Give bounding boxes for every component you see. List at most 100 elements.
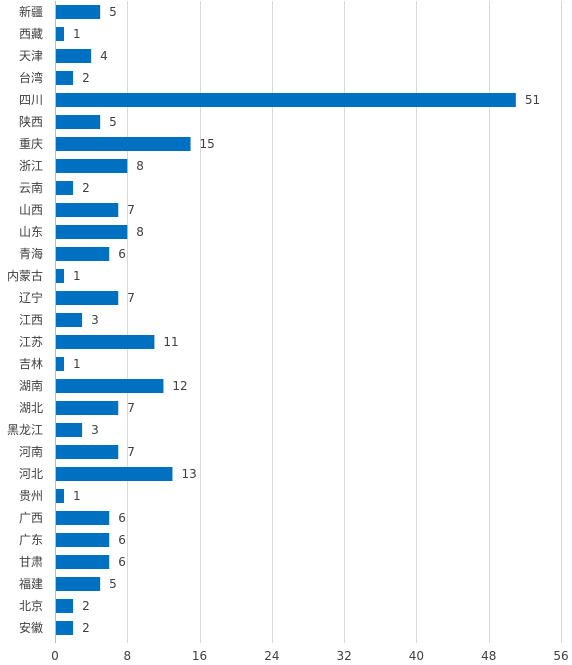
bar-6	[55, 115, 101, 129]
bar-28	[55, 599, 74, 613]
bar-10	[55, 203, 119, 217]
bar-11	[55, 225, 128, 239]
category-label-2: 西藏	[19, 27, 43, 41]
category-label-7: 重庆	[19, 137, 43, 151]
value-label-27: 5	[109, 577, 117, 591]
bar-17	[55, 357, 65, 371]
bar-8	[55, 159, 128, 173]
bar-15	[55, 313, 83, 327]
category-label-21: 河南	[19, 444, 43, 459]
category-label-14: 辽宁	[19, 290, 43, 305]
value-label-9: 2	[82, 181, 90, 195]
value-label-6: 5	[109, 115, 117, 129]
category-label-12: 青海	[19, 246, 43, 261]
value-label-21: 7	[127, 445, 135, 459]
category-label-16: 江苏	[19, 335, 43, 349]
value-label-19: 7	[127, 401, 135, 415]
value-label-16: 11	[163, 335, 178, 349]
category-label-28: 北京	[19, 599, 43, 613]
value-label-22: 13	[181, 467, 196, 481]
category-label-27: 福建	[19, 576, 43, 591]
bar-20	[55, 423, 83, 437]
value-label-26: 6	[118, 555, 126, 569]
value-label-2: 1	[73, 27, 81, 41]
value-label-12: 6	[118, 247, 126, 261]
bar-5	[55, 93, 516, 107]
category-label-22: 河北	[19, 467, 43, 481]
x-tick-label-40: 40	[409, 649, 424, 663]
category-label-1: 新疆	[19, 4, 43, 19]
bar-4	[55, 71, 74, 85]
bar-24	[55, 511, 110, 525]
value-label-28: 2	[82, 599, 90, 613]
category-label-3: 天津	[19, 49, 43, 63]
category-label-10: 山西	[19, 203, 43, 217]
value-label-14: 7	[127, 291, 135, 305]
bar-27	[55, 577, 101, 591]
category-label-29: 安徽	[19, 620, 43, 635]
x-tick-label-16: 16	[192, 649, 207, 663]
value-label-4: 2	[82, 71, 90, 85]
category-label-11: 山东	[19, 225, 43, 239]
value-label-1: 5	[109, 5, 117, 19]
bar-21	[55, 445, 119, 459]
value-label-5: 51	[525, 93, 540, 107]
category-label-23: 贵州	[19, 489, 43, 503]
category-label-8: 浙江	[19, 159, 43, 173]
x-tick-label-0: 0	[51, 649, 59, 663]
axis-layer: 0 8 16 24 32 40 48 56	[51, 1, 569, 663]
value-label-20: 3	[91, 423, 99, 437]
value-label-25: 6	[118, 533, 126, 547]
bar-16	[55, 335, 155, 349]
bar-12	[55, 247, 110, 261]
value-label-8: 8	[136, 159, 144, 173]
category-label-24: 广西	[19, 511, 43, 525]
category-label-20: 黑龙江	[7, 423, 43, 437]
value-label-17: 1	[73, 357, 81, 371]
bar-25	[55, 533, 110, 547]
value-label-23: 1	[73, 489, 81, 503]
category-label-17: 吉林	[19, 357, 43, 371]
bar-1	[55, 5, 101, 19]
category-label-26: 甘肃	[19, 555, 43, 569]
value-label-18: 12	[172, 379, 187, 393]
category-label-6: 陕西	[19, 114, 43, 129]
bar-2	[55, 27, 65, 41]
category-label-4: 台湾	[19, 70, 43, 85]
x-tick-label-56: 56	[553, 649, 568, 663]
x-tick-label-48: 48	[481, 649, 496, 663]
bar-14	[55, 291, 119, 305]
x-tick-label-8: 8	[123, 649, 131, 663]
x-tick-label-24: 24	[264, 649, 279, 663]
category-label-13: 内蒙古	[7, 268, 43, 283]
value-label-7: 15	[200, 137, 215, 151]
bar-9	[55, 181, 74, 195]
value-label-10: 7	[127, 203, 135, 217]
value-label-24: 6	[118, 511, 126, 525]
bar-18	[55, 379, 164, 393]
bar-19	[55, 401, 119, 415]
bar-23	[55, 489, 65, 503]
grid-layer	[127, 1, 562, 643]
value-label-13: 1	[73, 269, 81, 283]
category-label-15: 江西	[19, 313, 43, 327]
bar-29	[55, 621, 74, 635]
category-label-19: 湖北	[19, 400, 43, 415]
category-label-18: 湖南	[19, 378, 43, 393]
bar-7	[55, 137, 191, 151]
value-label-3: 4	[100, 49, 108, 63]
bar-13	[55, 269, 65, 283]
category-label-5: 四川	[19, 93, 43, 107]
bar-layer	[55, 5, 516, 635]
value-label-11: 8	[136, 225, 144, 239]
bar-26	[55, 555, 110, 569]
category-label-9: 云南	[19, 180, 43, 195]
value-label-29: 2	[82, 621, 90, 635]
x-tick-label-32: 32	[337, 649, 352, 663]
bar-22	[55, 467, 173, 481]
value-label-15: 3	[91, 313, 99, 327]
bar-3	[55, 49, 92, 63]
